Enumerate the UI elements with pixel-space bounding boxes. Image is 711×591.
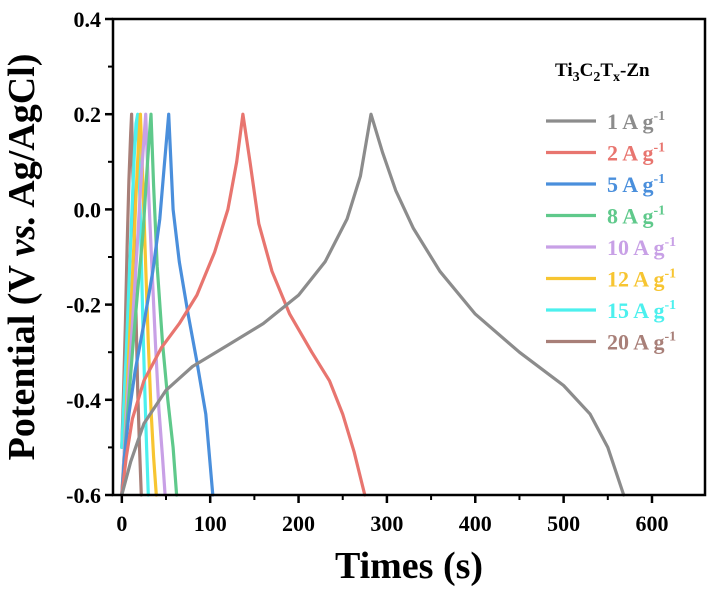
y-tick-label: -0.6 xyxy=(66,483,101,508)
legend-label-1: 1 A g-1 xyxy=(607,109,665,134)
series-line-8 xyxy=(120,112,143,497)
legend: 1 A g-1 2 A g-1 5 A g-1 8 A g-1 10 A g-1 12 A… xyxy=(546,109,676,355)
x-tick-label: 600 xyxy=(635,511,668,536)
series-line-1 xyxy=(120,112,626,497)
ticks-layer: 0 100 200 300 400 500 600 -0.6 -0.4 -0.2 0.0 0.2 0.4 xyxy=(66,7,668,536)
y-axis-title-part2: Ag/AgCl) xyxy=(1,54,43,216)
series-line-2 xyxy=(120,112,367,497)
y-tick-label: -0.2 xyxy=(66,293,101,318)
series-line-3 xyxy=(120,112,215,497)
legend-label-2: 2 A g-1 xyxy=(607,141,665,166)
y-axis-title-italic: vs. xyxy=(1,215,43,256)
x-tick-label: 400 xyxy=(459,511,492,536)
y-tick-label: 0.0 xyxy=(74,197,102,222)
y-tick-label: 0.2 xyxy=(74,102,102,127)
legend-label-6: 12 A g-1 xyxy=(607,267,676,292)
legend-label-7: 15 A g-1 xyxy=(607,298,676,323)
series-layer xyxy=(120,112,626,497)
x-axis-title: Times (s) xyxy=(335,545,483,587)
legend-label-4: 8 A g-1 xyxy=(607,204,665,229)
legend-label-5: 10 A g-1 xyxy=(607,235,676,260)
y-tick-label: -0.4 xyxy=(66,388,101,413)
series-line-4 xyxy=(120,112,179,497)
legend-label-3: 5 A g-1 xyxy=(607,172,665,197)
x-tick-label: 300 xyxy=(370,511,403,536)
x-tick-label: 200 xyxy=(282,511,315,536)
x-tick-label: 0 xyxy=(116,511,127,536)
y-tick-label: 0.4 xyxy=(74,7,102,32)
legend-label-8: 20 A g-1 xyxy=(607,330,676,355)
legend-title: Ti3C2Tx-Zn xyxy=(555,60,650,85)
y-axis-title: Potential (V vs. Ag/AgCl) xyxy=(1,54,43,461)
x-tick-label: 500 xyxy=(547,511,580,536)
x-tick-label: 100 xyxy=(194,511,227,536)
y-axis-title-part1: Potential (V xyxy=(1,256,43,460)
